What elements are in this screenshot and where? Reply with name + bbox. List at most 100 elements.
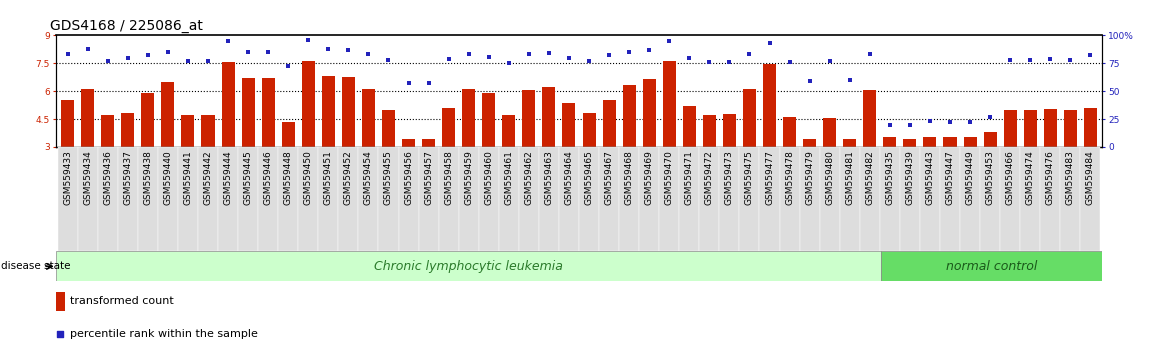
Text: GSM559443: GSM559443: [925, 150, 935, 205]
Text: GSM559449: GSM559449: [966, 150, 975, 205]
Bar: [178, 147, 198, 251]
Bar: [880, 147, 900, 251]
Text: GSM559473: GSM559473: [725, 150, 734, 205]
Text: GSM559441: GSM559441: [183, 150, 192, 205]
Bar: [579, 147, 599, 251]
Text: GSM559453: GSM559453: [985, 150, 995, 205]
Point: [58, 52, 76, 57]
Bar: [97, 147, 118, 251]
Bar: [338, 147, 359, 251]
Text: GSM559476: GSM559476: [1046, 150, 1055, 205]
Text: GSM559474: GSM559474: [1026, 150, 1035, 205]
Bar: [843, 138, 856, 147]
Point: [419, 80, 438, 86]
Text: GSM559479: GSM559479: [805, 150, 814, 205]
Point: [520, 52, 538, 57]
Bar: [903, 138, 916, 147]
Point: [499, 61, 518, 66]
Bar: [442, 108, 455, 147]
Bar: [56, 251, 881, 281]
Bar: [503, 115, 515, 147]
Bar: [101, 115, 115, 147]
Bar: [198, 147, 218, 251]
Bar: [923, 137, 937, 147]
Bar: [519, 147, 538, 251]
Bar: [278, 147, 299, 251]
Bar: [639, 147, 659, 251]
Bar: [779, 147, 799, 251]
Text: GSM559461: GSM559461: [505, 150, 513, 205]
Text: percentile rank within the sample: percentile rank within the sample: [71, 329, 258, 339]
Bar: [141, 93, 154, 147]
Point: [279, 63, 298, 68]
Point: [559, 55, 578, 61]
Bar: [1064, 110, 1077, 147]
Bar: [58, 147, 78, 251]
Point: [400, 80, 418, 86]
Text: GSM559442: GSM559442: [204, 150, 213, 205]
Bar: [342, 77, 354, 147]
Point: [860, 52, 879, 57]
Point: [1061, 57, 1079, 63]
Point: [740, 52, 758, 57]
Point: [199, 58, 218, 64]
Text: GSM559451: GSM559451: [324, 150, 332, 205]
Bar: [723, 114, 736, 147]
Bar: [900, 147, 919, 251]
Bar: [182, 115, 195, 147]
Text: GSM559446: GSM559446: [264, 150, 272, 205]
Bar: [703, 115, 716, 147]
Bar: [201, 115, 214, 147]
Text: GSM559445: GSM559445: [243, 150, 252, 205]
Bar: [983, 132, 997, 147]
Bar: [242, 78, 255, 147]
Point: [600, 53, 618, 58]
Bar: [599, 147, 620, 251]
Text: GSM559468: GSM559468: [624, 150, 633, 205]
Bar: [478, 147, 499, 251]
Point: [680, 55, 698, 61]
Bar: [683, 106, 696, 147]
Bar: [662, 62, 676, 147]
Bar: [740, 147, 760, 251]
Bar: [281, 122, 295, 147]
Point: [118, 55, 137, 61]
Point: [940, 120, 959, 125]
Text: GSM559477: GSM559477: [765, 150, 774, 205]
Point: [159, 49, 177, 55]
Bar: [963, 137, 976, 147]
Point: [359, 52, 378, 57]
Point: [1021, 57, 1040, 63]
Bar: [1024, 110, 1036, 147]
Point: [880, 122, 899, 127]
Bar: [302, 62, 315, 147]
Point: [98, 58, 117, 64]
Text: GSM559480: GSM559480: [826, 150, 834, 205]
Point: [620, 49, 638, 55]
Bar: [804, 139, 816, 147]
Bar: [422, 139, 435, 147]
Text: GSM559450: GSM559450: [303, 150, 313, 205]
Bar: [262, 78, 274, 147]
Bar: [582, 114, 595, 147]
Bar: [379, 147, 398, 251]
Text: GSM559444: GSM559444: [223, 150, 233, 205]
Point: [1082, 53, 1100, 58]
Bar: [699, 147, 719, 251]
Text: GSM559438: GSM559438: [144, 150, 153, 205]
Bar: [940, 147, 960, 251]
Bar: [382, 110, 395, 147]
Bar: [362, 89, 375, 147]
Text: GSM559434: GSM559434: [83, 150, 93, 205]
Bar: [402, 139, 415, 147]
Bar: [462, 89, 475, 147]
Point: [479, 54, 498, 59]
Bar: [542, 87, 556, 147]
Text: GSM559436: GSM559436: [103, 150, 112, 205]
Point: [379, 57, 397, 63]
Bar: [318, 147, 338, 251]
Bar: [783, 117, 796, 147]
Point: [580, 58, 599, 64]
Text: GSM559455: GSM559455: [384, 150, 393, 205]
Bar: [884, 137, 896, 147]
